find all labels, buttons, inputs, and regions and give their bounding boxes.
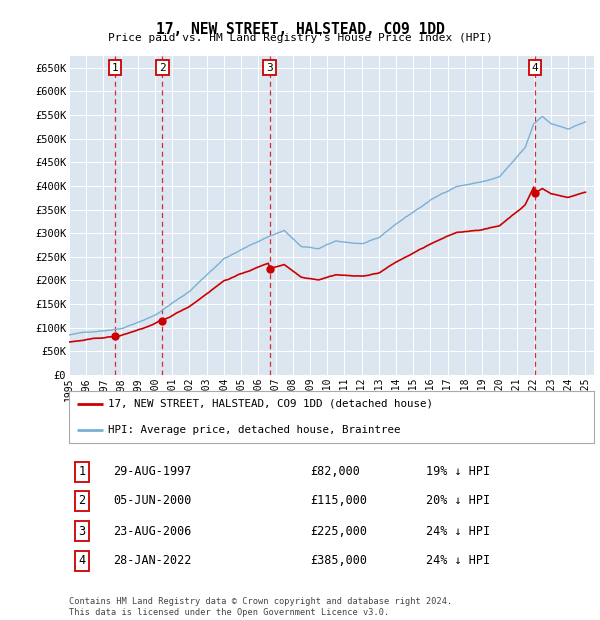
Text: 1: 1 <box>79 465 86 478</box>
Text: 3: 3 <box>266 63 273 73</box>
Text: 4: 4 <box>79 554 86 567</box>
Text: 2: 2 <box>159 63 166 73</box>
Text: 20% ↓ HPI: 20% ↓ HPI <box>426 494 490 507</box>
Text: Price paid vs. HM Land Registry's House Price Index (HPI): Price paid vs. HM Land Registry's House … <box>107 33 493 43</box>
Text: Contains HM Land Registry data © Crown copyright and database right 2024.
This d: Contains HM Land Registry data © Crown c… <box>69 598 452 617</box>
Text: 24% ↓ HPI: 24% ↓ HPI <box>426 525 490 538</box>
Text: £82,000: £82,000 <box>311 465 361 478</box>
Text: HPI: Average price, detached house, Braintree: HPI: Average price, detached house, Brai… <box>109 425 401 435</box>
Text: 4: 4 <box>532 63 539 73</box>
Text: 24% ↓ HPI: 24% ↓ HPI <box>426 554 490 567</box>
Text: £385,000: £385,000 <box>311 554 367 567</box>
Text: 17, NEW STREET, HALSTEAD, CO9 1DD: 17, NEW STREET, HALSTEAD, CO9 1DD <box>155 22 445 37</box>
Text: 3: 3 <box>79 525 86 538</box>
Text: £115,000: £115,000 <box>311 494 367 507</box>
Text: 28-JAN-2022: 28-JAN-2022 <box>113 554 192 567</box>
Text: 1: 1 <box>112 63 118 73</box>
Text: 05-JUN-2000: 05-JUN-2000 <box>113 494 192 507</box>
Text: 29-AUG-1997: 29-AUG-1997 <box>113 465 192 478</box>
Text: 17, NEW STREET, HALSTEAD, CO9 1DD (detached house): 17, NEW STREET, HALSTEAD, CO9 1DD (detac… <box>109 399 433 409</box>
Text: £225,000: £225,000 <box>311 525 367 538</box>
Text: 23-AUG-2006: 23-AUG-2006 <box>113 525 192 538</box>
Text: 2: 2 <box>79 494 86 507</box>
Text: 19% ↓ HPI: 19% ↓ HPI <box>426 465 490 478</box>
